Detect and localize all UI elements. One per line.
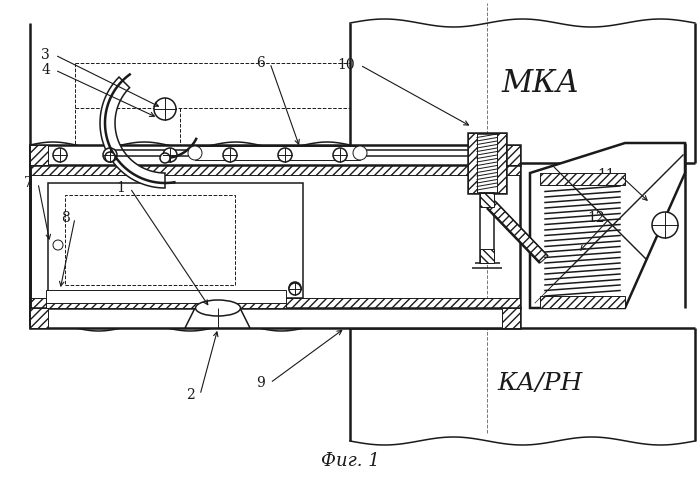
Text: 9: 9	[256, 376, 265, 390]
Text: 6: 6	[256, 56, 265, 70]
Text: 12: 12	[587, 211, 605, 225]
Text: 11: 11	[597, 168, 615, 182]
Bar	[480, 193, 494, 263]
Bar	[46, 290, 286, 308]
Circle shape	[353, 146, 367, 160]
Bar	[30, 145, 48, 165]
Circle shape	[652, 212, 678, 238]
Text: КА/РН: КА/РН	[498, 371, 582, 395]
Bar	[46, 303, 286, 308]
Bar	[502, 145, 520, 165]
Bar	[468, 133, 506, 193]
Circle shape	[103, 148, 117, 162]
Circle shape	[163, 148, 177, 162]
Polygon shape	[100, 77, 165, 188]
Bar	[502, 308, 520, 328]
Bar	[30, 165, 520, 175]
Text: 2: 2	[186, 388, 195, 402]
Text: 8: 8	[62, 211, 70, 225]
Text: Фиг. 1: Фиг. 1	[321, 452, 379, 470]
Circle shape	[188, 146, 202, 160]
Bar	[480, 193, 494, 207]
Bar	[540, 173, 625, 185]
Text: 1: 1	[116, 181, 125, 195]
Ellipse shape	[195, 300, 241, 316]
Bar	[30, 145, 520, 165]
Bar	[30, 298, 520, 308]
Polygon shape	[487, 201, 548, 263]
Circle shape	[333, 148, 347, 162]
Polygon shape	[185, 308, 250, 328]
Circle shape	[278, 148, 292, 162]
Circle shape	[289, 283, 301, 295]
Text: 10: 10	[337, 58, 355, 72]
Text: 4: 4	[41, 63, 50, 77]
Bar	[195, 146, 360, 160]
Bar	[468, 133, 477, 193]
Bar	[30, 165, 520, 308]
Circle shape	[53, 240, 63, 250]
Polygon shape	[530, 143, 685, 308]
Bar	[48, 183, 303, 298]
Circle shape	[289, 282, 301, 294]
Bar	[497, 133, 506, 193]
Text: МКА: МКА	[501, 68, 579, 99]
Bar	[30, 308, 520, 328]
Bar	[65, 195, 235, 285]
Circle shape	[53, 148, 67, 162]
Circle shape	[160, 153, 170, 163]
Bar	[30, 308, 48, 328]
Bar	[540, 173, 625, 308]
Bar	[480, 249, 494, 263]
Text: 7: 7	[24, 176, 33, 190]
Circle shape	[223, 148, 237, 162]
Bar	[540, 296, 625, 308]
Circle shape	[154, 98, 176, 120]
Circle shape	[105, 152, 115, 162]
Text: 3: 3	[41, 48, 50, 62]
